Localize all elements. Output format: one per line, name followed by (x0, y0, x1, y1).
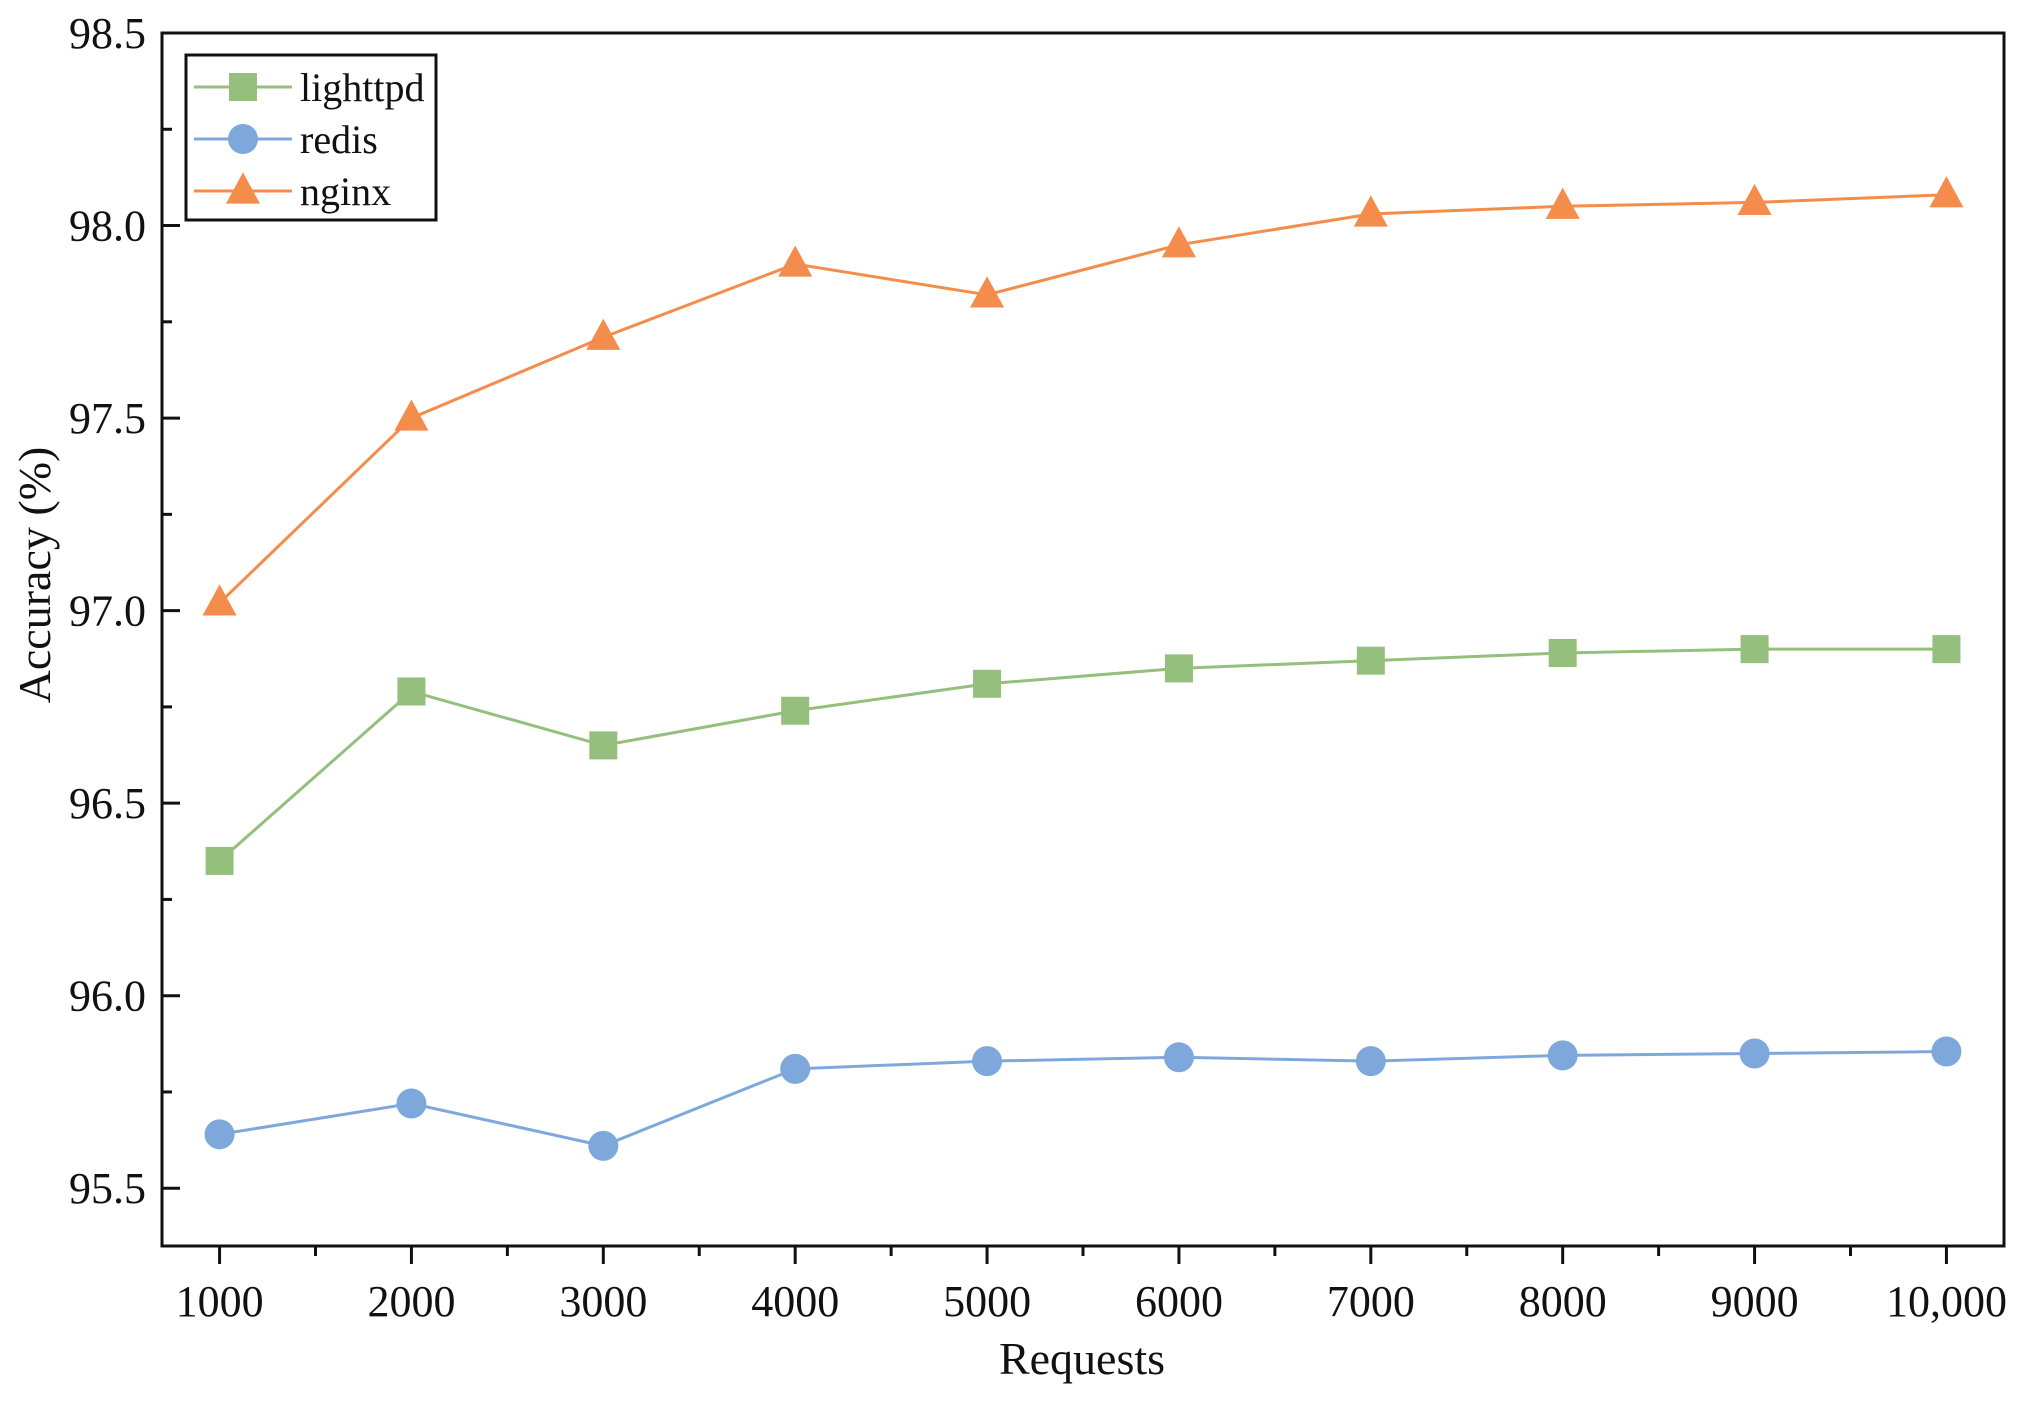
x-tick-label: 2000 (367, 1277, 455, 1326)
nginx-point (970, 276, 1005, 308)
x-tick-label: 3000 (559, 1277, 647, 1326)
legend-entry-nginx: nginx (194, 169, 391, 214)
x-tick-label: 7000 (1327, 1277, 1415, 1326)
series-nginx (202, 176, 1964, 616)
lighttpd-point (589, 731, 618, 760)
nginx-point (1161, 226, 1196, 258)
redis-point (1163, 1042, 1194, 1073)
lighttpd-point (1740, 635, 1769, 664)
y-tick-label: 97.0 (69, 587, 146, 636)
x-tick-label: 8000 (1519, 1277, 1607, 1326)
redis-point (1931, 1036, 1962, 1067)
series-redis (204, 1036, 1962, 1161)
nginx-line (218, 193, 1947, 604)
legend-label-nginx: nginx (300, 169, 391, 214)
legend-marker-lighttpd (229, 73, 257, 101)
redis-point (396, 1088, 427, 1119)
lighttpd-point (1356, 646, 1385, 675)
legend: lighttpd redis nginx (184, 53, 438, 222)
redis-point (1739, 1038, 1770, 1069)
legend-label-lighttpd: lighttpd (300, 65, 424, 110)
plot-frame (160, 31, 2006, 1248)
y-tick-label: 97.5 (69, 394, 146, 443)
lighttpd-point (781, 696, 810, 725)
y-tick-label: 95.5 (69, 1164, 146, 1213)
lighttpd-point (397, 677, 426, 706)
x-tick-label: 5000 (943, 1277, 1031, 1326)
y-tick-label: 96.5 (69, 779, 146, 828)
lighttpd-point (1932, 635, 1961, 664)
series-lighttpd (205, 635, 1961, 875)
nginx-point (1737, 183, 1772, 216)
nginx-point (1929, 176, 1964, 208)
x-tick-label: 4000 (751, 1277, 839, 1326)
nginx-point (778, 245, 813, 277)
lighttpd-point (205, 846, 234, 875)
legend-entry-redis: redis (194, 117, 378, 162)
nginx-point (1545, 187, 1580, 219)
redis-point (780, 1053, 811, 1084)
redis-point (972, 1046, 1003, 1077)
x-tick-label: 9000 (1711, 1277, 1799, 1326)
y-tick-label: 96.0 (69, 972, 146, 1021)
x-axis-title: Requests (999, 1333, 1165, 1384)
x-tick-label: 1000 (176, 1277, 264, 1326)
redis-point (1355, 1046, 1386, 1077)
legend-label-redis: redis (300, 117, 378, 162)
legend-marker-nginx (226, 172, 260, 204)
lighttpd-line (218, 647, 1947, 863)
nginx-point (394, 399, 429, 431)
redis-point (204, 1119, 235, 1150)
series-layer (202, 176, 1964, 1161)
lighttpd-point (1164, 654, 1193, 683)
redis-point (588, 1130, 619, 1161)
axes-layer: 95.5 96.0 96.5 97.0 97.5 98.0 98.5 1000 2000 3000… (69, 9, 2007, 1326)
redis-line (219, 1050, 1947, 1148)
legend-entry-lighttpd: lighttpd (194, 65, 424, 110)
nginx-point (1353, 195, 1388, 227)
y-axis-title: Accuracy (%) (9, 447, 60, 704)
nginx-point (202, 584, 237, 616)
y-tick-label: 98.0 (69, 202, 146, 251)
legend-marker-redis (228, 124, 258, 154)
x-tick-label: 10,000 (1886, 1277, 2007, 1326)
nginx-point (586, 318, 621, 350)
y-tick-label: 98.5 (69, 9, 146, 58)
lighttpd-point (1548, 638, 1577, 667)
lighttpd-point (973, 669, 1002, 698)
redis-point (1547, 1040, 1578, 1071)
x-tick-label: 6000 (1135, 1277, 1223, 1326)
